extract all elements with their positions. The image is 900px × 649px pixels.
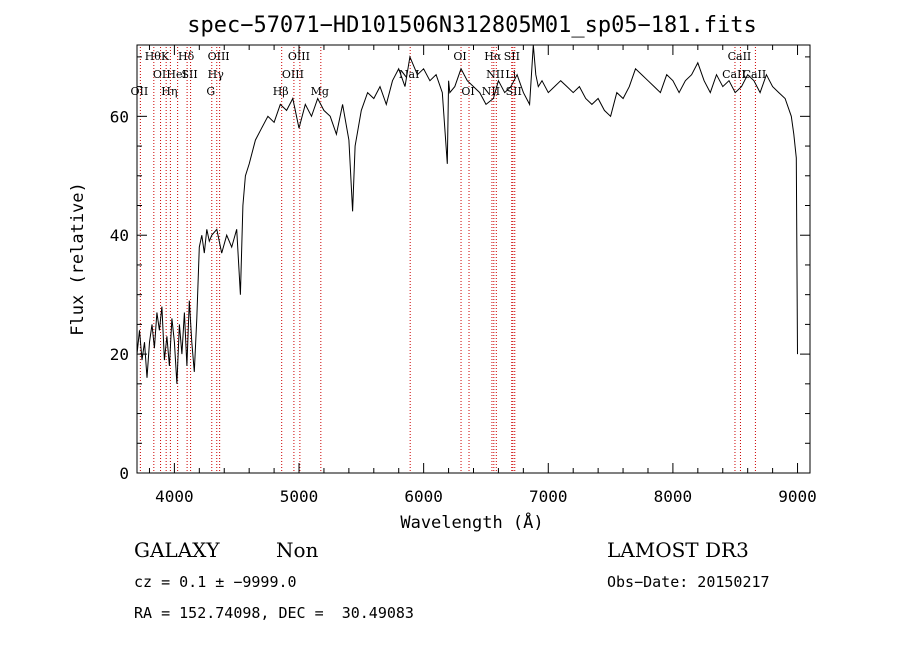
line-label-19: Hα bbox=[484, 50, 502, 63]
x-tick-label-3: 7000 bbox=[529, 487, 568, 506]
axis-ticks: 4000 5000 6000 7000 8000 9000 0 20 40 60 bbox=[110, 45, 817, 506]
line-label-25: CaII bbox=[728, 50, 752, 63]
x-tick-label-1: 5000 bbox=[280, 487, 319, 506]
line-label-7: SII bbox=[181, 68, 197, 81]
y-tick-label-2: 40 bbox=[110, 226, 129, 245]
line-label-18: NII bbox=[482, 85, 500, 98]
line-label-21: Li bbox=[505, 68, 516, 81]
line-label-13: OIII bbox=[288, 50, 310, 63]
line-label-1: Hθ bbox=[145, 50, 162, 63]
spectrum-line bbox=[136, 44, 798, 384]
line-label-14: Mg bbox=[311, 85, 329, 98]
line-label-11: Hβ bbox=[273, 85, 289, 98]
line-label-0: OII bbox=[131, 85, 149, 98]
y-axis-label: Flux (relative) bbox=[68, 182, 88, 336]
ra-dec: RA = 152.74098, DEC = 30.49083 bbox=[134, 604, 414, 622]
y-tick-label-1: 20 bbox=[110, 345, 129, 364]
line-label-5: HeI bbox=[166, 68, 186, 81]
x-axis-label: Wavelength (Å) bbox=[400, 511, 543, 533]
line-label-20: NII bbox=[486, 68, 504, 81]
line-label-3: K bbox=[161, 50, 170, 63]
line-label-8: G bbox=[206, 85, 215, 98]
line-label-6: Hδ bbox=[178, 50, 195, 63]
line-label-15: NaI bbox=[399, 68, 420, 81]
line-label-9: Hγ bbox=[208, 68, 225, 81]
x-tick-label-0: 4000 bbox=[155, 487, 194, 506]
line-label-10: OIII bbox=[208, 50, 230, 63]
x-tick-label-5: 9000 bbox=[778, 487, 817, 506]
x-tick-label-4: 8000 bbox=[654, 487, 693, 506]
line-label-22: SII bbox=[504, 50, 520, 63]
line-label-12: OIII bbox=[282, 68, 304, 81]
line-label-17: OI bbox=[461, 85, 474, 98]
redshift-value: cz = 0.1 ± −9999.0 bbox=[134, 573, 297, 591]
emission-lines: OII Hθ OI K Hη HeI Hδ SII G Hγ OIII Hβ OIII OIII Mg NaI… bbox=[131, 47, 767, 473]
y-tick-label-3: 60 bbox=[110, 107, 129, 126]
line-label-23: SII bbox=[506, 85, 522, 98]
line-label-16: OI bbox=[453, 50, 466, 63]
line-label-4: Hη bbox=[161, 85, 177, 98]
survey-name: LAMOST DR3 bbox=[607, 538, 749, 562]
line-label-2: OI bbox=[153, 68, 166, 81]
x-tick-label-2: 6000 bbox=[404, 487, 443, 506]
chart-title: spec−57071−HD101506N312805M01_sp05−181.f… bbox=[187, 13, 757, 38]
y-tick-label-0: 0 bbox=[119, 464, 129, 483]
line-label-26: CaII bbox=[743, 68, 767, 81]
object-subclass: Non bbox=[276, 538, 319, 562]
line-label-24: CaII bbox=[722, 68, 746, 81]
obs-date: Obs−Date: 20150217 bbox=[607, 573, 770, 591]
object-class: GALAXY bbox=[134, 538, 220, 562]
